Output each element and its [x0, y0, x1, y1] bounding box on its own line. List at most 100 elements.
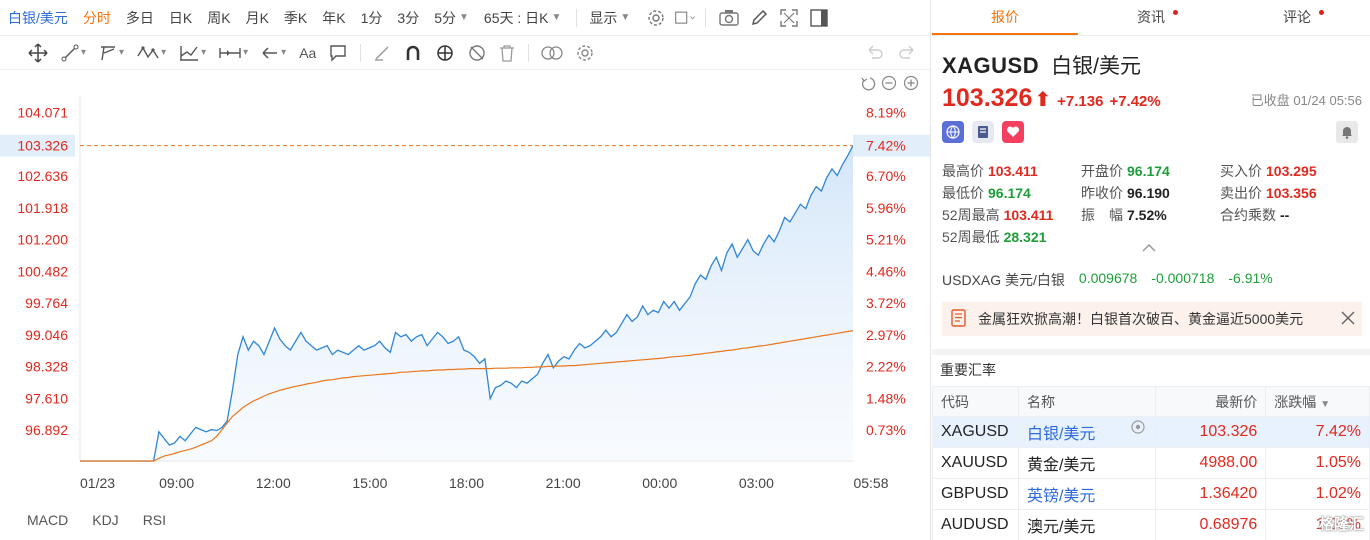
news-headline[interactable]: 金属狂欢掀高潮！白银首次破百、黄金逼近5000美元	[978, 311, 1304, 327]
y-tick-label-left: 100.482	[17, 263, 68, 279]
row-price: 1.36420	[1154, 478, 1267, 510]
pattern-icon[interactable]: ▾	[137, 42, 166, 64]
tab-daily-k[interactable]: 日K	[168, 9, 193, 26]
column-header-price[interactable]: 最新价	[1154, 386, 1267, 417]
table-row[interactable]: AUDUSD 澳元/美元 0.68976 1.00%	[932, 509, 1370, 540]
related-price: 0.009678	[1078, 270, 1138, 286]
row-pct: 1.05%	[1265, 447, 1370, 479]
symbol-selector[interactable]: 白银/美元	[8, 9, 68, 26]
close-icon[interactable]	[1340, 310, 1356, 331]
tab-quote[interactable]: 报价	[932, 0, 1078, 35]
stats-row: 最高价 103.411 开盘价 96.174 买入价 103.295	[942, 160, 1362, 182]
fib-icon[interactable]: ▾	[179, 42, 206, 64]
indicator-rsi[interactable]: RSI	[142, 512, 167, 528]
row-code: XAUUSD	[932, 447, 1019, 479]
column-header-code[interactable]: 代码	[932, 386, 1019, 417]
current-pct-highlight	[853, 134, 930, 157]
row-price: 4988.00	[1154, 447, 1267, 479]
row-name[interactable]: 英镑/美元	[1017, 478, 1156, 510]
undo-icon[interactable]	[866, 44, 884, 63]
period-dropdown[interactable]: 5分 ▼	[434, 8, 469, 28]
ruler-icon[interactable]	[373, 42, 391, 64]
news-banner[interactable]: 金属狂欢掀高潮！白银首次破百、黄金逼近5000美元	[942, 302, 1362, 336]
tab-yearly-k[interactable]: 年K	[322, 9, 346, 26]
tab-monthly-k[interactable]: 月K	[245, 9, 269, 26]
tab-1min[interactable]: 1分	[360, 9, 383, 26]
display-dropdown[interactable]: 显示 ▼	[589, 8, 630, 28]
related-change: -0.000718	[1151, 270, 1215, 286]
arrow-icon[interactable]: ▾	[261, 42, 286, 64]
row-name[interactable]: 黄金/美元	[1017, 447, 1156, 479]
tab-intraday[interactable]: 分时	[82, 9, 111, 26]
pencil-icon[interactable]	[748, 7, 770, 29]
chart-svg[interactable]: 104.071 8.19% 103.326 7.42% 102.636 6.70% 101.…	[0, 70, 930, 505]
column-header-change[interactable]: 涨跌幅 ▼	[1265, 386, 1370, 417]
tab-comments[interactable]: 评论	[1224, 0, 1370, 35]
measure-icon[interactable]: ▾	[219, 42, 248, 64]
quote-header: XAGUSD 白银/美元	[942, 50, 1141, 80]
settings-icon[interactable]	[576, 42, 594, 64]
tab-weekly-k[interactable]: 周K	[207, 9, 231, 26]
panel-icon[interactable]	[808, 7, 830, 29]
table-row[interactable]: XAGUSD 白银/美元 103.326 7.42%	[932, 416, 1370, 448]
globe-icon[interactable]	[942, 121, 964, 143]
hide-icon[interactable]	[468, 42, 486, 64]
chevron-up-icon[interactable]	[1142, 241, 1156, 255]
column-header-name[interactable]: 名称	[1017, 386, 1156, 417]
zoom-out-icon[interactable]	[881, 75, 897, 91]
camera-icon[interactable]	[718, 7, 740, 29]
lock-icon[interactable]	[435, 42, 455, 64]
notification-dot	[1319, 10, 1324, 15]
text-icon[interactable]: Aa	[299, 44, 317, 61]
stat-label: 振 幅	[1081, 207, 1123, 223]
bell-icon[interactable]	[1336, 121, 1358, 143]
eye-icon[interactable]	[1129, 420, 1147, 437]
eye-icon[interactable]	[541, 42, 563, 64]
magnet-icon[interactable]	[404, 42, 422, 64]
row-price: 0.68976	[1154, 509, 1267, 540]
period-dropdown-label: 5分	[434, 9, 456, 26]
line-icon[interactable]: ▾	[61, 42, 86, 64]
table-row[interactable]: XAUUSD 黄金/美元 4988.00 1.05%	[932, 447, 1370, 479]
stat-52w-high: 103.411	[1003, 207, 1054, 223]
stat-52w-low: 28.321	[1003, 229, 1047, 245]
x-tick-label: 15:00	[352, 475, 387, 491]
gear-icon[interactable]	[645, 7, 667, 29]
stat-label: 买入价	[1220, 163, 1262, 179]
move-icon[interactable]	[28, 42, 48, 64]
row-name[interactable]: 白银/美元	[1026, 426, 1096, 443]
redo-icon[interactable]	[898, 44, 916, 63]
comment-icon[interactable]	[329, 42, 347, 64]
zoom-in-icon[interactable]	[903, 75, 919, 91]
heart-icon[interactable]	[1002, 121, 1024, 143]
tab-quarterly-k[interactable]: 季K	[283, 9, 308, 26]
channel-icon[interactable]: ▾	[99, 42, 124, 64]
y-tick-label-left: 98.328	[25, 359, 68, 375]
range-dropdown[interactable]: 65天 : 日K ▼	[484, 8, 562, 28]
trash-icon[interactable]	[499, 42, 515, 64]
row-pct: 7.42%	[1265, 416, 1370, 448]
reset-icon[interactable]	[861, 77, 876, 91]
y-tick-label-right: 0.73%	[866, 422, 906, 438]
table-row[interactable]: GBPUSD 英镑/美元 1.36420 1.02%	[932, 478, 1370, 510]
chevron-down-icon: ▼	[620, 12, 631, 23]
stat-label: 合约乘数	[1220, 207, 1276, 223]
row-name-cell: 白银/美元	[1017, 416, 1156, 448]
y-tick-label-left: 96.892	[25, 422, 68, 438]
related-quote[interactable]: USDXAG 美元/白银 0.009678 -0.000718 -6.91%	[942, 270, 1287, 290]
chevron-down-icon: ▼	[551, 12, 562, 23]
fullscreen-icon[interactable]	[778, 7, 800, 29]
section-divider	[932, 349, 1370, 355]
tab-news[interactable]: 资讯	[1078, 0, 1224, 35]
price-chart[interactable]: 104.071 8.19% 103.326 7.42% 102.636 6.70% 101.…	[0, 70, 930, 505]
document-icon[interactable]	[972, 121, 994, 143]
price-area-fill	[80, 145, 853, 461]
indicator-kdj[interactable]: KDJ	[92, 512, 119, 528]
tab-multiday[interactable]: 多日	[125, 9, 154, 26]
y-tick-label-right: 5.21%	[866, 232, 906, 248]
tab-3min[interactable]: 3分	[397, 9, 420, 26]
indicator-bar: MACD KDJ RSI	[0, 505, 930, 535]
square-icon[interactable]	[675, 7, 697, 29]
row-name[interactable]: 澳元/美元	[1017, 509, 1156, 540]
indicator-macd[interactable]: MACD	[27, 512, 69, 528]
